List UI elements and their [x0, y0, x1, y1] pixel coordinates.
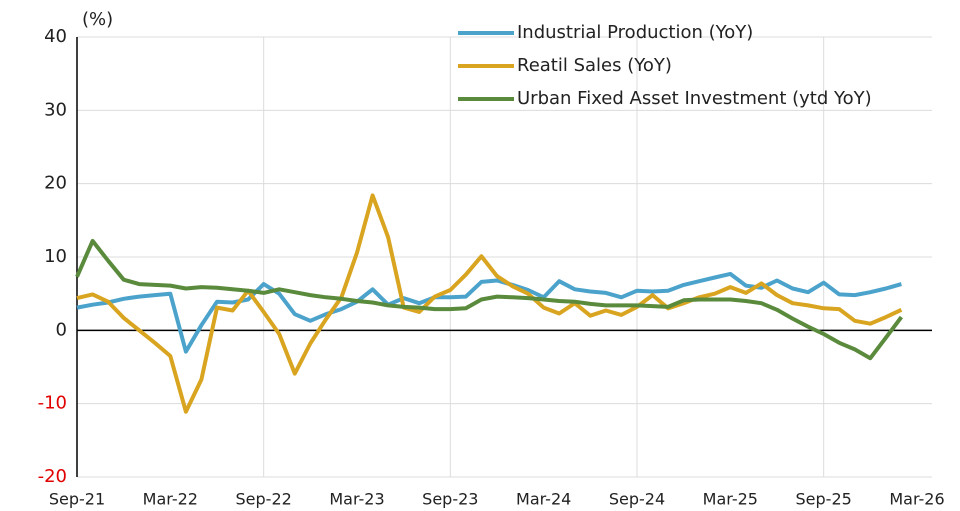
- legend-label: Reatil Sales (YoY): [517, 55, 672, 76]
- x-tick-label: Sep-22: [236, 490, 292, 509]
- y-unit-label: (%): [82, 9, 113, 30]
- y-tick-label: 20: [44, 173, 67, 194]
- y-tick-label: -10: [38, 393, 67, 414]
- series-line: [75, 238, 903, 361]
- y-tick-label: 10: [44, 246, 67, 267]
- x-tick-label: Sep-23: [422, 490, 478, 509]
- x-tick-label: Mar-22: [143, 490, 198, 509]
- x-tick-label: Mar-24: [516, 490, 571, 509]
- series-line: [76, 193, 903, 414]
- x-tick-label: Sep-25: [796, 490, 852, 509]
- y-tick-label: -20: [38, 466, 67, 487]
- y-tick-label: 0: [56, 319, 67, 340]
- y-tick-label: 30: [44, 99, 67, 120]
- x-tick-label: Sep-21: [49, 490, 105, 509]
- y-tick-label: 40: [44, 26, 67, 47]
- legend-label: Industrial Production (YoY): [517, 22, 753, 43]
- legend-label: Urban Fixed Asset Investment (ytd YoY): [517, 88, 872, 109]
- x-tick-label: Mar-23: [329, 490, 384, 509]
- x-tick-label: Mar-26: [889, 490, 944, 509]
- x-tick-label: Sep-24: [609, 490, 665, 509]
- x-tick-label: Mar-25: [703, 490, 758, 509]
